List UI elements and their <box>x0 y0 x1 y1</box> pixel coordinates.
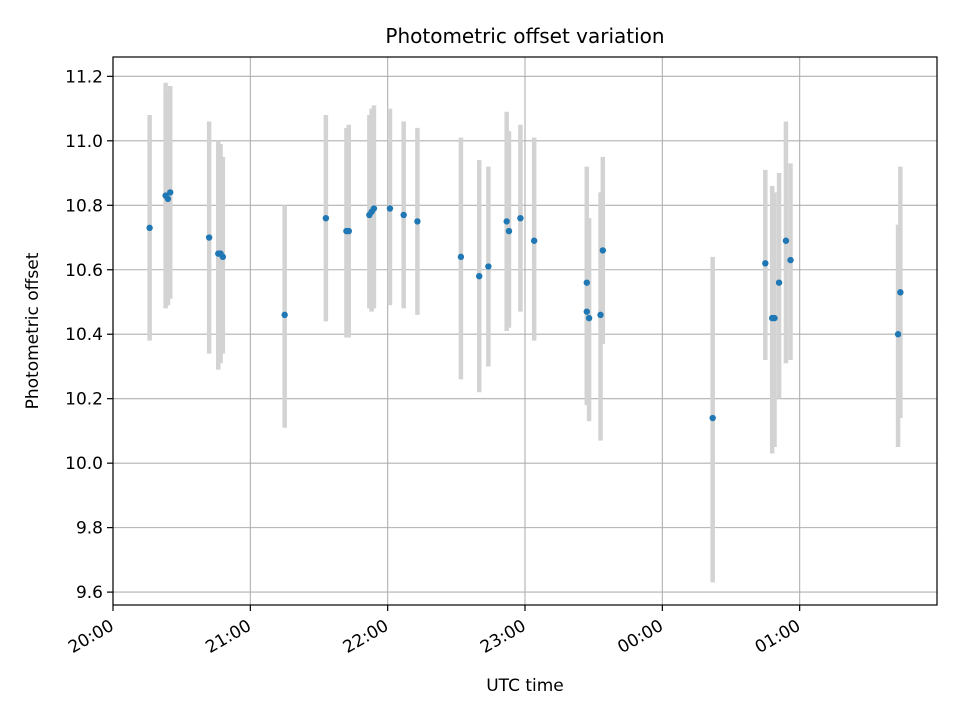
y-tick-label: 9.8 <box>76 519 103 539</box>
y-tick-label: 9.6 <box>76 583 103 603</box>
data-point <box>775 279 783 286</box>
data-point <box>322 214 330 222</box>
data-point <box>517 214 524 222</box>
y-tick-label: 10.6 <box>65 261 103 281</box>
data-point <box>585 314 593 322</box>
y-tick-label: 11.2 <box>65 67 103 87</box>
data-point <box>485 263 492 270</box>
data-point <box>782 237 790 244</box>
data-point <box>345 227 352 235</box>
data-point <box>457 253 465 261</box>
data-point <box>503 218 510 225</box>
y-tick-label: 10.2 <box>65 390 103 410</box>
x-axis-label: UTC time <box>486 676 564 696</box>
data-point <box>771 314 778 322</box>
y-tick-label: 11.0 <box>65 132 103 152</box>
data-point <box>281 311 288 319</box>
data-point <box>597 311 604 319</box>
data-points <box>146 189 904 422</box>
data-point <box>583 279 590 286</box>
data-point <box>167 189 174 196</box>
grid-lines <box>112 57 937 605</box>
data-point <box>897 289 904 296</box>
data-point <box>146 224 153 232</box>
y-tick-label: 10.0 <box>65 454 103 474</box>
data-point <box>205 234 213 241</box>
data-point <box>599 247 607 254</box>
data-point <box>709 414 716 422</box>
data-point <box>787 256 794 264</box>
y-axis-label: Photometric offset <box>23 252 43 409</box>
data-point <box>894 331 902 338</box>
y-axis: 9.6 9.8 10.0 10.2 10.4 10.6 10.8 11.0 11.2 <box>65 67 113 603</box>
data-point <box>164 195 172 203</box>
data-point <box>583 308 590 315</box>
data-point <box>400 211 407 219</box>
data-point <box>219 253 227 261</box>
data-point <box>762 260 769 267</box>
y-tick-label: 10.8 <box>65 196 103 216</box>
data-point <box>505 227 513 235</box>
data-point <box>414 218 421 225</box>
data-point <box>476 273 483 280</box>
data-point <box>386 205 394 212</box>
y-tick-label: 10.4 <box>65 325 103 345</box>
data-point <box>370 205 378 212</box>
data-point <box>530 237 538 244</box>
chart-title: Photometric offset variation <box>385 24 664 48</box>
